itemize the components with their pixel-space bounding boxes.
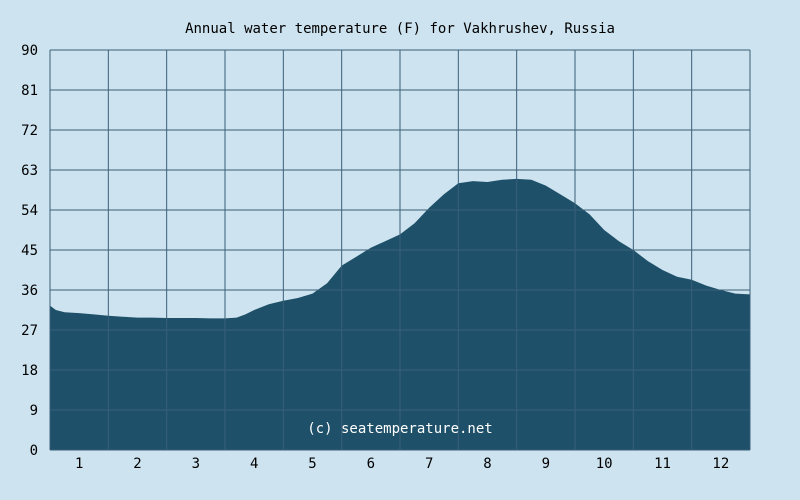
y-tick-label: 9 bbox=[30, 403, 38, 419]
y-tick-label: 72 bbox=[21, 123, 38, 139]
x-tick-label: 3 bbox=[192, 456, 200, 472]
chart-title: Annual water temperature (F) for Vakhrus… bbox=[185, 21, 615, 37]
y-tick-label: 45 bbox=[21, 243, 38, 259]
y-tick-label: 63 bbox=[21, 163, 38, 179]
y-tick-label: 18 bbox=[21, 363, 38, 379]
y-tick-label: 54 bbox=[21, 203, 38, 219]
x-tick-label: 5 bbox=[308, 456, 316, 472]
y-tick-label: 81 bbox=[21, 83, 38, 99]
x-tick-label: 9 bbox=[542, 456, 550, 472]
x-tick-label: 8 bbox=[483, 456, 491, 472]
y-tick-label: 90 bbox=[21, 43, 38, 59]
y-axis-ticks: 0 9 18 27 36 45 54 63 72 81 90 bbox=[21, 43, 38, 459]
x-tick-label: 4 bbox=[250, 456, 258, 472]
x-tick-label: 1 bbox=[75, 456, 83, 472]
watermark: (c) seatemperature.net bbox=[307, 421, 492, 437]
y-tick-label: 0 bbox=[30, 443, 38, 459]
x-tick-label: 10 bbox=[596, 456, 613, 472]
grid-layer bbox=[49, 49, 751, 451]
x-axis-ticks: 1 2 3 4 5 6 7 8 9 10 11 12 bbox=[75, 456, 729, 472]
y-tick-label: 27 bbox=[21, 323, 38, 339]
x-tick-label: 2 bbox=[133, 456, 141, 472]
x-tick-label: 6 bbox=[367, 456, 375, 472]
x-tick-label: 12 bbox=[712, 456, 729, 472]
x-tick-label: 7 bbox=[425, 456, 433, 472]
x-tick-label: 11 bbox=[654, 456, 671, 472]
y-tick-label: 36 bbox=[21, 283, 38, 299]
